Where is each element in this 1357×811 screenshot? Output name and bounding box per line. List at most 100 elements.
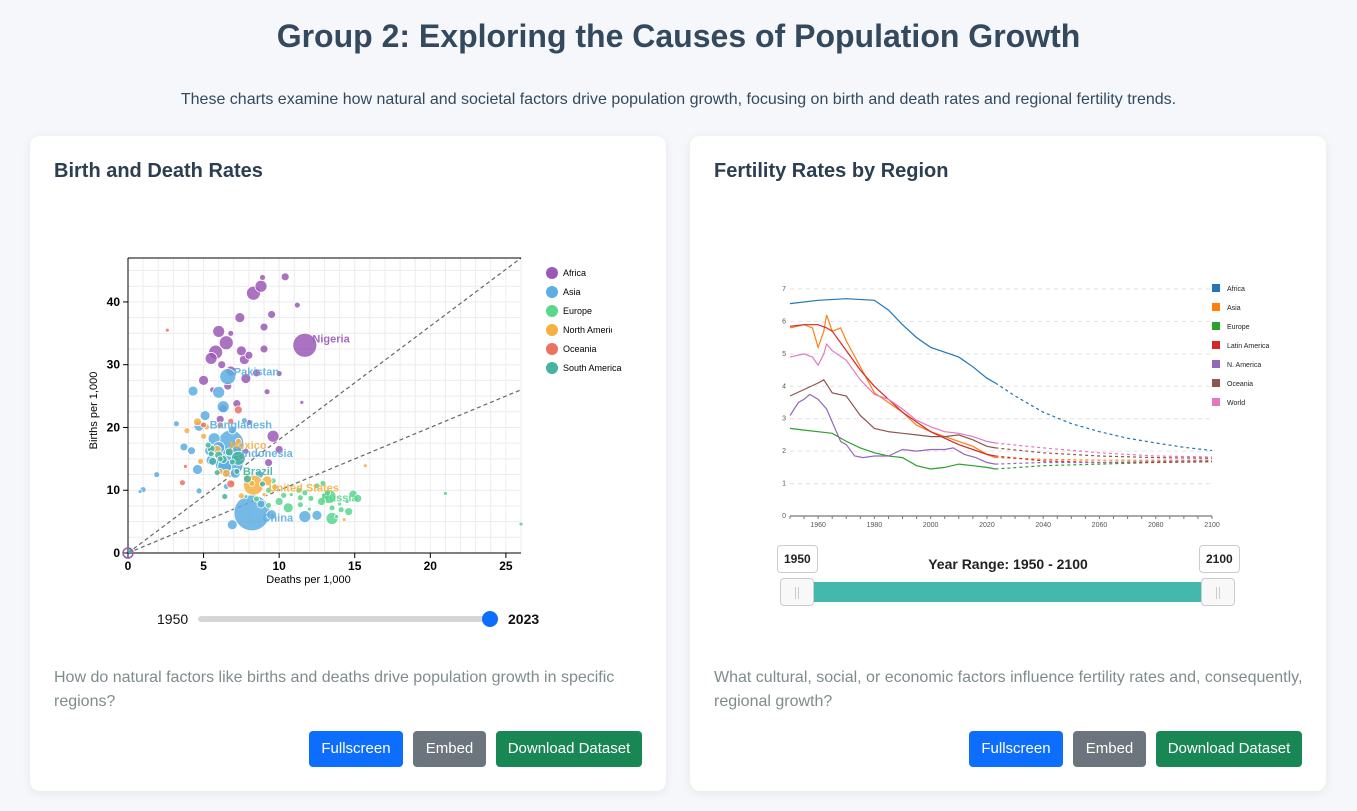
y-tick-label: 10 bbox=[107, 483, 121, 497]
diagonal-line bbox=[128, 258, 522, 553]
bubble-africa bbox=[227, 329, 235, 337]
legend-label: Oceania bbox=[563, 344, 597, 354]
bubble-oceania bbox=[233, 405, 243, 415]
fullscreen-button[interactable]: Fullscreen bbox=[969, 731, 1063, 767]
bubble-europe bbox=[274, 497, 284, 506]
series-line-n-america bbox=[789, 393, 996, 465]
series-line-africa bbox=[789, 298, 996, 384]
y-tick-label: 5 bbox=[782, 351, 786, 358]
legend-marker bbox=[546, 305, 558, 317]
x-tick-label: 2000 bbox=[923, 522, 939, 529]
bubble-asia bbox=[187, 446, 196, 456]
bubble-asia bbox=[266, 509, 277, 521]
year-range-min-badge: 1950 bbox=[777, 545, 818, 573]
y-tick-label: 6 bbox=[782, 318, 786, 325]
year-slider-thumb[interactable] bbox=[482, 611, 498, 627]
bubble-north-america bbox=[193, 417, 202, 427]
bubble-north-america bbox=[237, 492, 245, 500]
year-slider-track[interactable] bbox=[198, 616, 490, 622]
legend-marker bbox=[1212, 341, 1220, 349]
bubble-north-america bbox=[261, 492, 267, 498]
embed-button[interactable]: Embed bbox=[413, 731, 486, 767]
x-tick-label: 2100 bbox=[1204, 522, 1220, 529]
bubble-europe bbox=[296, 494, 304, 502]
x-tick-label: 2020 bbox=[979, 522, 995, 529]
bubble-europe bbox=[334, 514, 339, 519]
country-label: Bangladesh bbox=[210, 420, 273, 432]
y-tick-label: 4 bbox=[782, 383, 786, 390]
bubble-europe bbox=[253, 495, 260, 503]
bubble-asia bbox=[256, 499, 266, 509]
bubble-oceania bbox=[200, 421, 207, 429]
year-range-max-handle[interactable] bbox=[1201, 578, 1235, 606]
bubble-asia bbox=[227, 425, 237, 435]
bubble-africa bbox=[234, 312, 246, 324]
year-range-min-handle[interactable] bbox=[780, 578, 814, 606]
bubble-europe bbox=[301, 489, 309, 497]
bubble-south-america bbox=[221, 493, 229, 500]
bubble-asia bbox=[240, 417, 248, 424]
bubble-africa bbox=[259, 322, 269, 332]
bubble-south-america bbox=[233, 468, 241, 475]
x-axis-label: Deaths per 1,000 bbox=[266, 574, 350, 586]
bubble-europe bbox=[353, 493, 363, 503]
country-label: United States bbox=[269, 482, 339, 494]
bubble-europe bbox=[296, 501, 304, 509]
bubble-asia bbox=[153, 471, 161, 478]
legend-label: N. America bbox=[1227, 362, 1261, 369]
bubble-africa bbox=[204, 352, 218, 365]
page-intro: These charts examine how natural and soc… bbox=[180, 91, 1177, 108]
embed-button[interactable]: Embed bbox=[1073, 731, 1146, 767]
bubble-europe bbox=[337, 501, 343, 507]
bubble-oceania bbox=[179, 479, 186, 487]
bubble-asia bbox=[179, 442, 189, 452]
legend-label: Asia bbox=[563, 287, 581, 297]
download-dataset-button[interactable]: Download Dataset bbox=[496, 731, 642, 767]
x-tick-label: 2060 bbox=[1092, 522, 1108, 529]
bubble-oceania bbox=[164, 327, 170, 333]
x-tick-label: 25 bbox=[499, 559, 513, 573]
legend-label: South America bbox=[563, 363, 622, 373]
bubble-africa bbox=[293, 301, 301, 309]
country-label: Russia bbox=[321, 493, 358, 505]
legend-clip-cover bbox=[612, 246, 666, 356]
bubble-asia bbox=[216, 400, 230, 414]
legend-marker bbox=[1212, 398, 1220, 406]
bubble-south-america bbox=[207, 450, 215, 458]
fullscreen-button[interactable]: Fullscreen bbox=[309, 731, 403, 767]
legend-label: Europe bbox=[1227, 324, 1250, 331]
bubble-europe bbox=[265, 486, 272, 494]
legend-marker bbox=[1212, 303, 1220, 311]
series-projection-europe bbox=[995, 461, 1213, 470]
bubble-asia bbox=[311, 509, 323, 521]
series-line-oceania bbox=[789, 379, 996, 449]
bubble-africa bbox=[235, 345, 247, 357]
bubble-africa bbox=[259, 274, 266, 281]
year-range-track[interactable] bbox=[782, 582, 1234, 602]
legend-marker bbox=[546, 324, 558, 336]
x-tick-label: 5 bbox=[200, 559, 207, 573]
card-question: How do natural factors like births and d… bbox=[54, 669, 615, 710]
bubble-asia bbox=[187, 385, 199, 397]
bubble-europe bbox=[280, 491, 288, 499]
bubble-asia bbox=[226, 519, 238, 531]
bubble-oceania bbox=[227, 417, 235, 425]
origin-marker bbox=[122, 547, 134, 559]
legend-marker bbox=[1212, 360, 1220, 368]
series-line-world bbox=[789, 342, 996, 444]
bubble-europe bbox=[282, 502, 294, 514]
bubble-africa bbox=[299, 399, 305, 405]
bubble-europe bbox=[344, 507, 354, 516]
year-range-max-badge: 2100 bbox=[1199, 545, 1240, 573]
bubble-north-america bbox=[362, 463, 368, 469]
x-tick-label: 10 bbox=[272, 559, 286, 573]
y-tick-label: 20 bbox=[107, 420, 121, 434]
series-line-asia bbox=[789, 314, 996, 459]
bubble-europe bbox=[288, 492, 294, 498]
card-question: What cultural, social, or economic facto… bbox=[714, 669, 1303, 710]
download-dataset-button[interactable]: Download Dataset bbox=[1156, 731, 1302, 767]
year-slider-start-label: 1950 bbox=[157, 611, 189, 627]
bubble-africa bbox=[218, 335, 234, 351]
bubble-europe bbox=[317, 497, 326, 506]
bubble-south-america bbox=[224, 447, 234, 457]
